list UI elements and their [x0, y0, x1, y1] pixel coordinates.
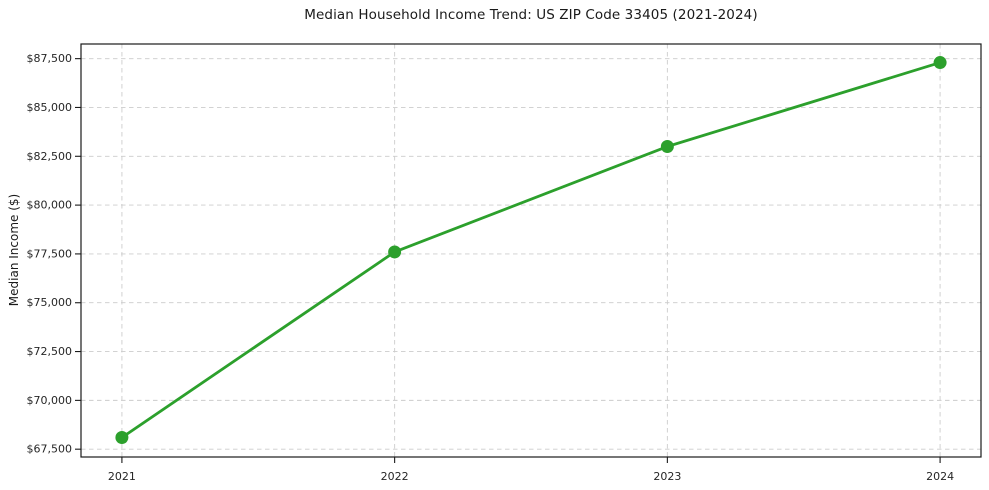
data-point-marker: [660, 140, 674, 154]
x-tick-label: 2024: [926, 470, 954, 483]
y-tick-label: $77,500: [27, 247, 73, 260]
data-point-marker: [933, 56, 947, 70]
income-trend-line: [120, 61, 942, 439]
x-tick-label: 2022: [381, 470, 409, 483]
y-tick-label: $80,000: [27, 199, 73, 212]
y-tick-label: $75,000: [27, 296, 73, 309]
plot-border: [80, 43, 982, 458]
chart-title: Median Household Income Trend: US ZIP Co…: [304, 7, 758, 23]
y-tick-label: $85,000: [27, 101, 73, 114]
y-tick-label: $70,000: [27, 394, 73, 407]
y-tick-label: $87,500: [27, 52, 73, 65]
x-tick-label: 2021: [108, 470, 136, 483]
x-tick-label: 2023: [653, 470, 681, 483]
y-tick-label: $67,500: [27, 443, 73, 456]
data-point-marker: [115, 430, 129, 444]
y-tick-label: $72,500: [27, 345, 73, 358]
data-point-marker: [388, 245, 402, 259]
y-tick-label: $82,500: [27, 150, 73, 163]
